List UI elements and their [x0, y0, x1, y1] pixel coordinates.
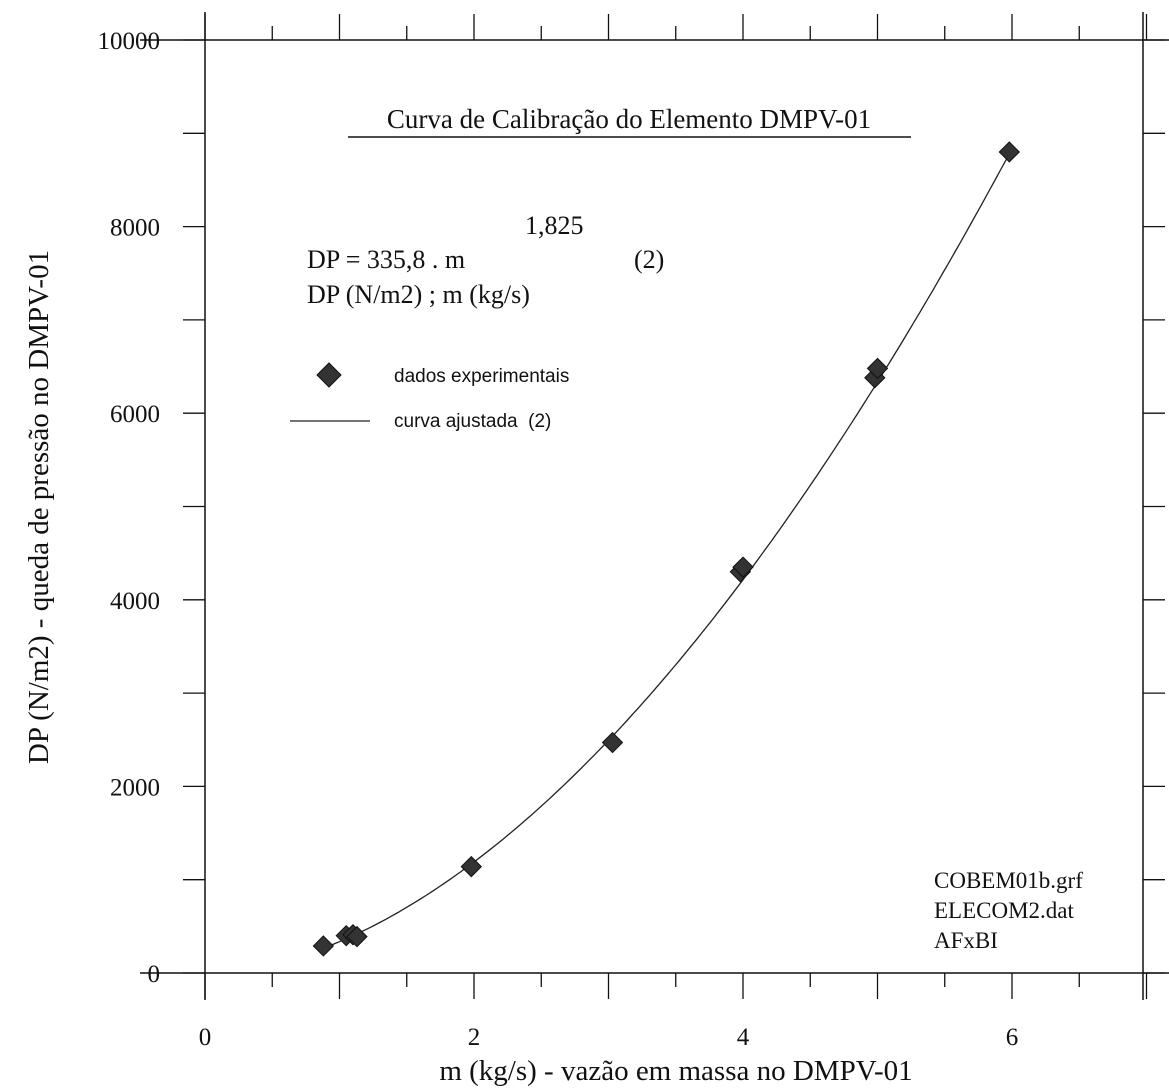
x-tick-label: 0 — [199, 1024, 212, 1051]
legend-diamond-marker — [316, 362, 342, 388]
y-tick-label: 2000 — [110, 774, 160, 801]
y-tick-label: 0 — [148, 961, 161, 988]
y-tick-labels: 0 2000 4000 6000 8000 10000 — [98, 28, 161, 988]
equation-main: DP = 335,8 . m — [307, 245, 465, 274]
data-point — [998, 141, 1021, 163]
data-point — [732, 556, 754, 578]
legend: dados experimentais curva ajustada (2) — [290, 362, 569, 432]
chart-title: Curva de Calibração do Elemento DMPV-01 — [387, 104, 871, 134]
plot-frame — [140, 12, 1169, 1000]
equation-units: DP (N/m2) ; m (kg/s) — [307, 280, 530, 309]
x-tick-label: 6 — [1006, 1024, 1019, 1051]
y-tick-label: 4000 — [110, 588, 160, 615]
data-point — [866, 357, 889, 380]
data-point — [346, 925, 368, 948]
y-tick-label: 10000 — [98, 28, 161, 55]
y-tick-label: 6000 — [110, 401, 160, 428]
x-tick-labels: 0 2 4 6 — [199, 1024, 1019, 1051]
y-axis-label: DP (N/m2) - queda de pressão no DMPV-01 — [23, 250, 55, 764]
legend-label-data: dados experimentais — [394, 366, 569, 387]
file-label-grf: COBEM01b.grf — [934, 868, 1083, 893]
x-tick-label: 2 — [468, 1024, 481, 1051]
equation-exponent: 1,825 — [525, 211, 584, 240]
data-point — [601, 731, 624, 754]
equation-number: (2) — [634, 245, 664, 274]
data-point — [460, 855, 483, 878]
y-tick-label: 8000 — [110, 215, 160, 242]
data-points — [312, 141, 1021, 957]
file-label-dat: ELECOM2.dat — [934, 898, 1075, 923]
x-axis-label: m (kg/s) - vazão em massa no DMPV-01 — [439, 1055, 912, 1087]
file-label-id: AFxBI — [934, 928, 998, 953]
legend-label-fit: curva ajustada (2) — [394, 411, 551, 432]
axis-ticks — [183, 14, 1165, 999]
data-point — [312, 935, 335, 957]
fitted-curve-line — [323, 148, 1013, 949]
x-tick-label: 4 — [737, 1024, 750, 1051]
